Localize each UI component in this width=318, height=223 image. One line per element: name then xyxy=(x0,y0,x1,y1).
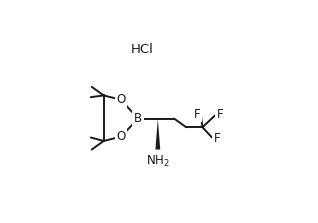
Text: O: O xyxy=(116,93,126,106)
Text: NH$_2$: NH$_2$ xyxy=(146,153,170,169)
Text: F: F xyxy=(194,108,200,121)
Text: F: F xyxy=(214,132,220,145)
Text: F: F xyxy=(217,108,223,121)
Text: O: O xyxy=(116,130,126,143)
Text: B: B xyxy=(134,112,142,125)
Polygon shape xyxy=(156,119,160,150)
Text: HCl: HCl xyxy=(131,43,154,56)
